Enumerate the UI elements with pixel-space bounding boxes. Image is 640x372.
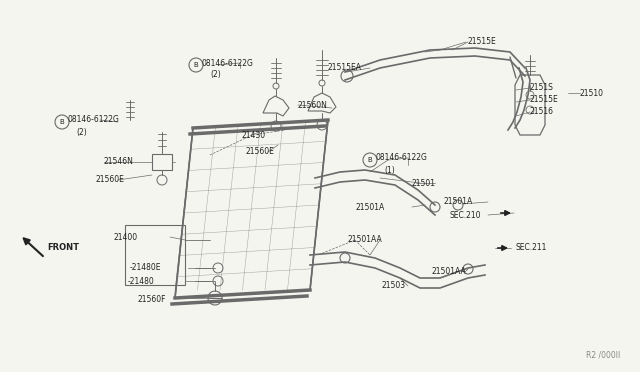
- Text: 21560F: 21560F: [138, 295, 166, 305]
- Text: 08146-6122G: 08146-6122G: [68, 115, 120, 125]
- Text: 21510: 21510: [580, 89, 604, 97]
- Text: FRONT: FRONT: [47, 244, 79, 253]
- Bar: [125, 225, 185, 285]
- Text: 21516: 21516: [530, 108, 554, 116]
- Text: 21560E: 21560E: [246, 148, 275, 157]
- Text: -21480: -21480: [128, 276, 155, 285]
- Text: 21560N: 21560N: [298, 100, 328, 109]
- Text: B: B: [60, 119, 65, 125]
- Text: 21515EA: 21515EA: [328, 64, 362, 73]
- Text: (2): (2): [210, 71, 221, 80]
- Text: 21560E: 21560E: [96, 176, 125, 185]
- Text: 21501AA: 21501AA: [348, 235, 383, 244]
- Text: 21400: 21400: [114, 232, 138, 241]
- Text: B: B: [367, 157, 372, 163]
- Text: (2): (2): [76, 128, 87, 137]
- Text: 2151S: 2151S: [530, 83, 554, 93]
- Text: SEC.210: SEC.210: [450, 211, 481, 219]
- Text: 21515E: 21515E: [530, 96, 559, 105]
- Text: -21480E: -21480E: [130, 263, 161, 273]
- Text: 21546N: 21546N: [104, 157, 134, 167]
- Text: R2 /000II: R2 /000II: [586, 351, 620, 360]
- Text: 21501A: 21501A: [356, 202, 385, 212]
- Text: 08146-6122G: 08146-6122G: [202, 58, 254, 67]
- Text: (1): (1): [384, 166, 395, 174]
- Text: 21430: 21430: [242, 131, 266, 140]
- Text: 21501AA: 21501AA: [432, 267, 467, 276]
- Text: 21515E: 21515E: [468, 38, 497, 46]
- Text: 21503: 21503: [382, 282, 406, 291]
- Text: 08146-6122G: 08146-6122G: [376, 154, 428, 163]
- Text: 21501A: 21501A: [444, 198, 473, 206]
- Text: B: B: [194, 62, 198, 68]
- Text: SEC.211: SEC.211: [516, 244, 547, 253]
- Text: 21501: 21501: [412, 179, 436, 187]
